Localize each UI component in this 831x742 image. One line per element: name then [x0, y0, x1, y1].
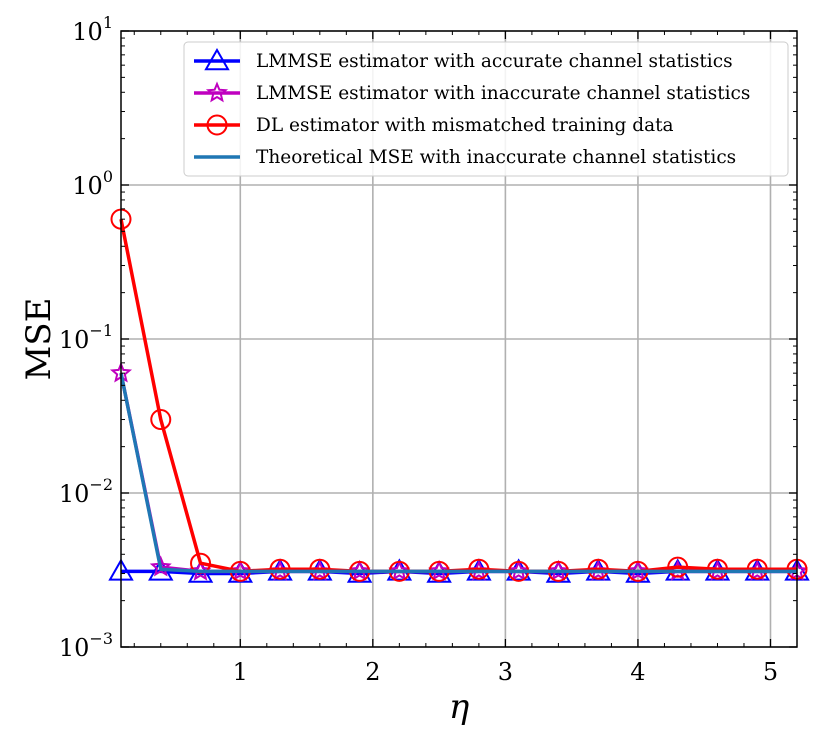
legend-marker	[205, 81, 229, 103]
legend-label: Theoretical MSE with inaccurate channel …	[256, 147, 736, 168]
x-tick-label: 5	[763, 658, 778, 686]
series-2-point	[149, 555, 172, 577]
y-tick-exponent: 0	[103, 167, 113, 186]
legend-box	[183, 41, 789, 177]
series-3-point	[706, 558, 728, 580]
series-2-point	[547, 559, 570, 581]
y-tick-exponent: −3	[89, 629, 113, 648]
legend-label: LMMSE estimator with accurate channel st…	[256, 51, 733, 72]
series-2-point	[189, 559, 212, 581]
x-axis-label: η	[449, 687, 470, 727]
legend: LMMSE estimator with accurate channel st…	[183, 41, 789, 177]
series-3-point	[667, 556, 689, 578]
y-tick-label: 101	[72, 13, 113, 46]
series-3-point	[309, 558, 331, 580]
y-tick-base: 10	[59, 480, 90, 508]
legend-label: LMMSE estimator with inaccurate channel …	[256, 83, 750, 104]
y-tick-label: 10−1	[59, 321, 113, 354]
series-2-point	[507, 559, 530, 581]
y-tick-exponent: −2	[89, 475, 113, 494]
legend-marker	[204, 47, 230, 71]
x-tick-label: 2	[365, 658, 380, 686]
y-tick-label: 10−2	[59, 475, 113, 508]
y-axis-label: MSE	[19, 298, 59, 381]
legend-marker	[206, 114, 228, 136]
legend-item: DL estimator with mismatched training da…	[194, 114, 674, 136]
legend-item: Theoretical MSE with inaccurate channel …	[194, 147, 736, 168]
y-tick-label: 10−3	[59, 629, 113, 662]
y-tick-base: 10	[72, 172, 103, 200]
series-2-point	[348, 559, 371, 581]
series-2-point	[626, 559, 649, 581]
legend-item: LMMSE estimator with accurate channel st…	[194, 47, 733, 72]
series-3-point	[746, 558, 768, 580]
series-3-point	[468, 558, 490, 580]
y-tick-exponent: 1	[103, 13, 113, 32]
series-3-point	[269, 558, 291, 580]
x-tick-label: 3	[498, 658, 513, 686]
y-tick-label: 100	[72, 167, 113, 200]
series-4-line	[119, 372, 797, 574]
y-tick-base: 10	[59, 326, 90, 354]
y-tick-base: 10	[59, 634, 90, 662]
series-2-point	[428, 559, 451, 581]
legend-item: LMMSE estimator with inaccurate channel …	[194, 81, 750, 104]
y-tick-base: 10	[72, 18, 103, 46]
series-2-point	[388, 559, 411, 581]
series-3-point	[150, 409, 172, 431]
y-tick-exponent: −1	[89, 321, 113, 340]
x-tick-label: 4	[630, 658, 645, 686]
x-tick-label: 1	[233, 658, 248, 686]
series-layer	[108, 208, 810, 583]
series-3-point	[587, 558, 609, 580]
legend-label: DL estimator with mismatched training da…	[256, 115, 674, 136]
series-4	[119, 372, 797, 574]
